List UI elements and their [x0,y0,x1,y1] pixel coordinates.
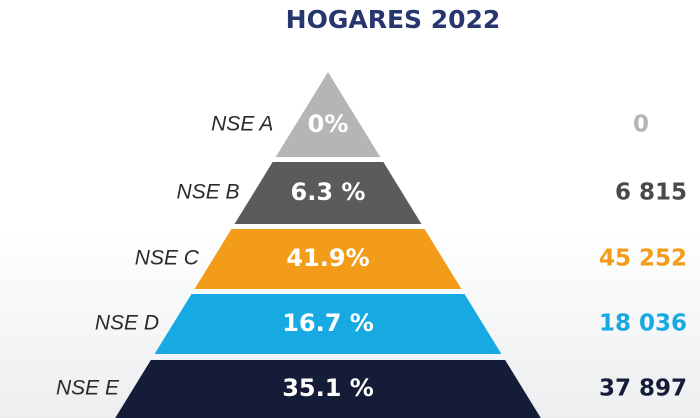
share-label: 0% [308,110,349,138]
pyramid: 0% NSE A 0 6.3 % NSE B 6 815 41.9% NSE C 45 252 1… [56,72,687,418]
households-value: 18 036 [599,311,687,337]
share-label: 35.1 % [282,374,374,402]
pyramid-level [115,360,541,418]
share-label: 41.9% [286,244,369,272]
title: HOGARES 2022 [286,5,501,34]
pyramid-level [234,162,422,224]
households-value: 0 [633,112,649,138]
pyramid-level [194,229,462,289]
pyramid-level [154,294,502,354]
households-value: 6 815 [615,180,687,206]
level-label: NSE A [211,113,273,136]
pyramid-level [275,72,381,157]
households-value: 45 252 [599,246,687,272]
level-label: NSE E [56,377,120,400]
level-label: NSE B [177,181,240,204]
share-label: 6.3 % [291,178,366,206]
share-label: 16.7 % [282,309,374,337]
level-label: NSE C [135,247,200,270]
households-value: 37 897 [599,376,687,402]
level-label: NSE D [95,312,159,335]
